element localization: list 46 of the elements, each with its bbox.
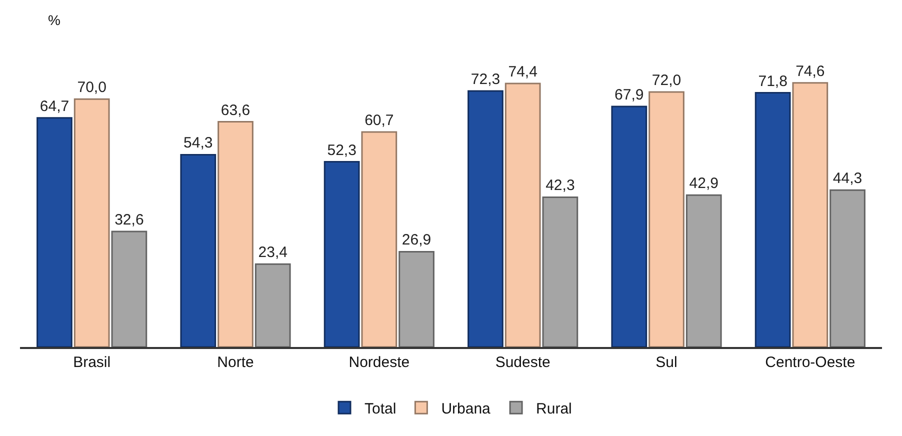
- bar: [754, 92, 791, 347]
- legend-label: Total: [364, 400, 396, 418]
- bar: [611, 106, 648, 347]
- bar: [180, 154, 216, 347]
- bar: [111, 230, 148, 347]
- data-label: 63,6: [220, 102, 250, 119]
- x-tick-label: Centro-Oeste: [765, 354, 856, 371]
- bar: [504, 82, 541, 347]
- bar: [830, 189, 866, 347]
- data-label: 42,3: [546, 177, 575, 194]
- bar: [361, 131, 398, 347]
- legend-label: Urbana: [441, 400, 492, 418]
- data-label: 32,6: [114, 212, 144, 229]
- bar: [542, 196, 578, 347]
- y-axis-title: %: [48, 12, 60, 28]
- bar: [36, 117, 72, 347]
- data-label: 70,0: [77, 79, 106, 96]
- data-label: 42,9: [689, 175, 718, 192]
- x-tick-label: Sul: [656, 354, 678, 371]
- data-label: 64,7: [40, 98, 70, 115]
- data-label: 52,3: [327, 142, 356, 159]
- x-tick-label: Norte: [217, 354, 254, 371]
- bar: [792, 82, 828, 347]
- x-tick-label: Brasil: [73, 354, 111, 371]
- data-label: 60,7: [364, 112, 394, 130]
- data-label: 74,4: [508, 64, 538, 81]
- bar: [254, 263, 291, 347]
- data-label: 23,4: [258, 244, 288, 262]
- legend-label: Rural: [536, 400, 572, 418]
- bar: [398, 250, 434, 347]
- data-label: 72,3: [470, 70, 500, 88]
- data-label: 72,0: [652, 72, 682, 90]
- bar: [468, 90, 504, 347]
- bar: [648, 91, 684, 347]
- x-tick-label: Sudeste: [495, 354, 550, 371]
- x-tick-label: Nordeste: [348, 354, 410, 371]
- bar: [324, 161, 360, 347]
- data-label: 54,3: [184, 134, 213, 152]
- bar: [218, 121, 254, 347]
- bar: [74, 98, 110, 347]
- data-label: 26,9: [402, 232, 432, 249]
- data-label: 71,8: [758, 72, 788, 90]
- bar: [686, 194, 722, 347]
- data-label: 44,3: [832, 170, 862, 188]
- data-label: 67,9: [614, 86, 644, 104]
- data-label: 74,6: [796, 62, 825, 80]
